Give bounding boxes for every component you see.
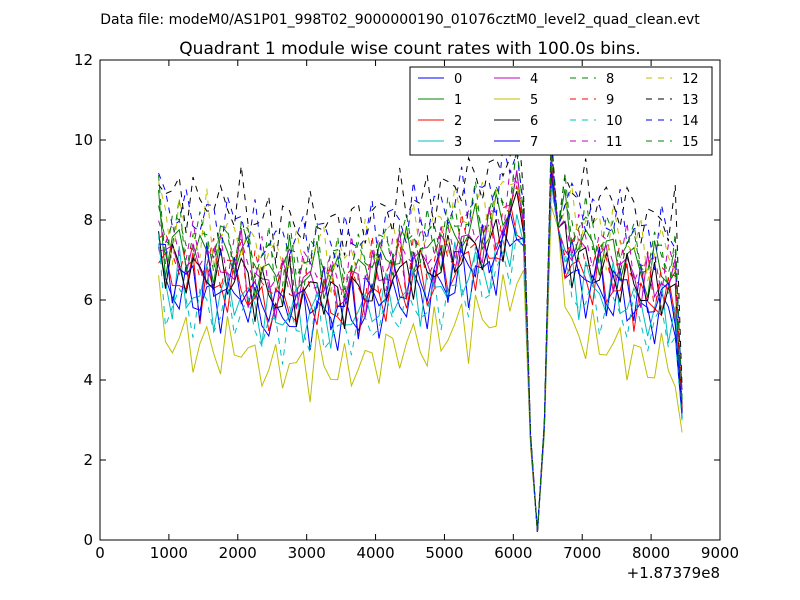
legend-label-11: 11 xyxy=(606,135,623,150)
series-line-2 xyxy=(158,175,683,533)
x-tick-label: 3000 xyxy=(288,544,326,562)
x-tick-label: 8000 xyxy=(632,544,670,562)
series-line-1 xyxy=(158,159,683,533)
series-line-9 xyxy=(158,163,683,533)
x-tick-label: 2000 xyxy=(219,544,257,562)
legend-label-8: 8 xyxy=(606,72,614,87)
legend-label-3: 3 xyxy=(454,135,462,150)
y-tick-label: 0 xyxy=(83,531,93,549)
x-tick-label: 5000 xyxy=(425,544,463,562)
series-line-14 xyxy=(158,141,683,533)
x-tick-label: 0 xyxy=(95,544,105,562)
legend-label-7: 7 xyxy=(530,135,538,150)
legend-label-2: 2 xyxy=(454,114,462,129)
series-line-8 xyxy=(158,142,683,533)
y-tick-label: 12 xyxy=(74,51,93,69)
x-tick-label: 1000 xyxy=(150,544,188,562)
series-line-15 xyxy=(158,146,683,533)
x-tick-label: 9000 xyxy=(701,544,739,562)
legend-label-5: 5 xyxy=(530,93,538,108)
legend-label-10: 10 xyxy=(606,114,623,129)
legend-label-15: 15 xyxy=(682,135,699,150)
series-line-12 xyxy=(158,149,683,533)
series-line-0 xyxy=(158,181,683,533)
series-line-7 xyxy=(158,173,683,533)
plot-frame xyxy=(99,59,721,541)
x-tick-label: 7000 xyxy=(563,544,601,562)
x-offset-label: +1.87379e8 xyxy=(627,564,720,582)
y-tick-label: 10 xyxy=(74,131,93,149)
suptitle: Data file: modeM0/AS1P01_998T02_90000001… xyxy=(100,12,700,28)
tick-layer: 0 1000 2000 3000 4000 5000 6000 7000 8000 9000 0 2 4… xyxy=(74,51,739,562)
series-line-5 xyxy=(158,205,683,533)
x-tick-label: 6000 xyxy=(494,544,532,562)
series-line-3 xyxy=(158,179,683,533)
y-tick-label: 8 xyxy=(83,211,93,229)
legend-label-9: 9 xyxy=(606,93,614,108)
chart-title: Quadrant 1 module wise count rates with … xyxy=(179,39,640,59)
x-tick-label: 4000 xyxy=(356,544,394,562)
legend-label-6: 6 xyxy=(530,114,538,129)
y-tick-label: 4 xyxy=(83,371,93,389)
legend-label-14: 14 xyxy=(682,114,699,129)
series-line-6 xyxy=(158,169,683,533)
legend-label-13: 13 xyxy=(682,93,699,108)
y-tick-label: 6 xyxy=(83,291,93,309)
legend-frame xyxy=(409,66,713,156)
series-layer xyxy=(158,98,683,533)
legend-label-0: 0 xyxy=(454,72,462,87)
legend-label-1: 1 xyxy=(454,93,462,108)
y-tick-label: 2 xyxy=(83,451,93,469)
legend-label-4: 4 xyxy=(530,72,538,87)
legend-label-12: 12 xyxy=(682,72,699,87)
series-line-10 xyxy=(158,187,683,533)
